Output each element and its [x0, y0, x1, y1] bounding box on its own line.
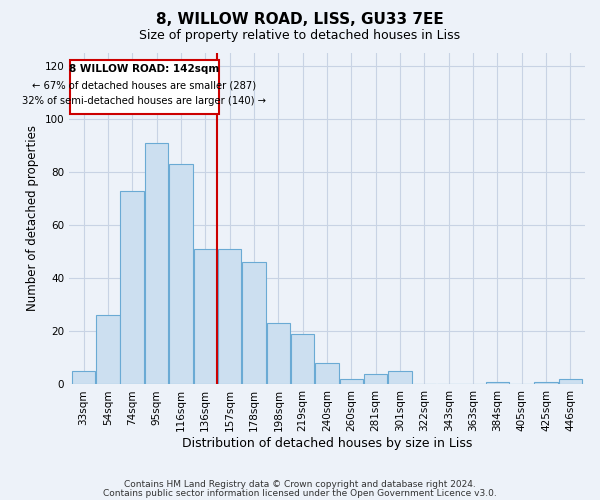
- Bar: [266, 324, 290, 384]
- Text: 8, WILLOW ROAD, LISS, GU33 7EE: 8, WILLOW ROAD, LISS, GU33 7EE: [156, 12, 444, 28]
- Bar: [194, 249, 217, 384]
- Text: Contains public sector information licensed under the Open Government Licence v3: Contains public sector information licen…: [103, 489, 497, 498]
- Text: ← 67% of detached houses are smaller (287): ← 67% of detached houses are smaller (28…: [32, 80, 257, 90]
- Bar: [534, 382, 558, 384]
- Bar: [218, 249, 241, 384]
- Bar: [145, 143, 169, 384]
- Text: 32% of semi-detached houses are larger (140) →: 32% of semi-detached houses are larger (…: [22, 96, 266, 106]
- Bar: [96, 316, 120, 384]
- Bar: [559, 379, 582, 384]
- Bar: [485, 382, 509, 384]
- Bar: [315, 363, 339, 384]
- Bar: [388, 371, 412, 384]
- Bar: [340, 379, 363, 384]
- Bar: [72, 371, 95, 384]
- Text: Size of property relative to detached houses in Liss: Size of property relative to detached ho…: [139, 29, 461, 42]
- FancyBboxPatch shape: [70, 60, 218, 114]
- Bar: [169, 164, 193, 384]
- Text: Contains HM Land Registry data © Crown copyright and database right 2024.: Contains HM Land Registry data © Crown c…: [124, 480, 476, 489]
- Bar: [364, 374, 388, 384]
- Text: 8 WILLOW ROAD: 142sqm: 8 WILLOW ROAD: 142sqm: [70, 64, 220, 74]
- Y-axis label: Number of detached properties: Number of detached properties: [26, 126, 39, 312]
- Bar: [242, 262, 266, 384]
- Bar: [291, 334, 314, 384]
- Bar: [121, 190, 144, 384]
- X-axis label: Distribution of detached houses by size in Liss: Distribution of detached houses by size …: [182, 437, 472, 450]
